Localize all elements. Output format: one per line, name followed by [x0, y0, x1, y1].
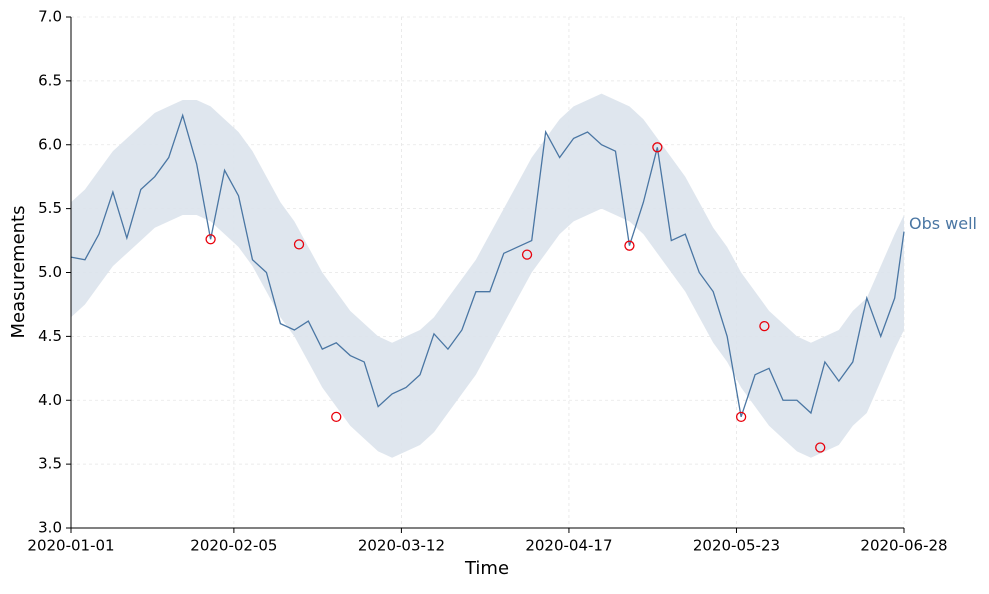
y-tick-label: 4.5: [38, 327, 62, 345]
y-tick-label: 5.5: [38, 199, 62, 217]
x-tick-label: 2020-02-05: [190, 537, 277, 555]
y-tick-label: 3.0: [38, 519, 62, 537]
series-label: Obs well: [909, 214, 977, 233]
outlier-marker: [293, 239, 305, 250]
y-tick-label: 6.0: [38, 135, 62, 153]
y-tick-label: 6.5: [38, 71, 62, 89]
y-tick-label: 3.5: [38, 455, 62, 473]
x-tick-label: 2020-04-17: [525, 537, 612, 555]
x-tick-label: 2020-05-23: [693, 537, 780, 555]
x-tick-label: 2020-06-28: [860, 537, 947, 555]
y-tick-label: 4.0: [38, 391, 62, 409]
outlier-marker: [521, 249, 533, 260]
outlier-marker: [624, 240, 635, 251]
x-tick-label: 2020-01-01: [27, 537, 114, 555]
outlier-marker: [205, 234, 216, 245]
series-line: [70, 113, 905, 418]
y-tick-label: 5.0: [38, 263, 62, 281]
outlier-marker: [652, 142, 663, 153]
y-axis-label: Measurements: [8, 206, 29, 339]
outlier-marker: [331, 411, 342, 423]
confidence-band: [71, 93, 904, 458]
outlier-marker: [735, 411, 747, 423]
outlier-marker: [815, 442, 826, 453]
x-tick-label: 2020-03-12: [358, 537, 445, 555]
outlier-marker: [759, 321, 770, 332]
y-tick-label: 7.0: [38, 8, 62, 26]
x-axis-label: Time: [464, 558, 509, 579]
